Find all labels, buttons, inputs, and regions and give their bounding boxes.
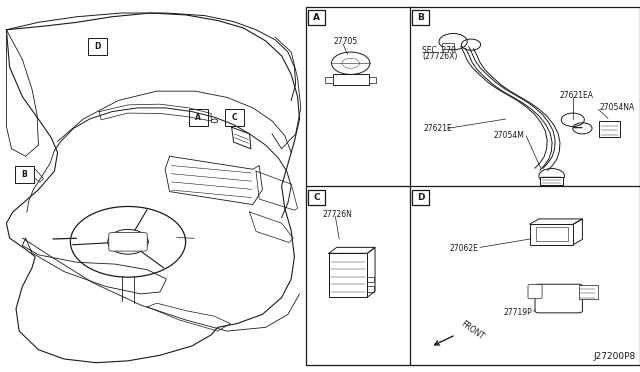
Bar [367, 277, 374, 282]
Text: J27200P8: J27200P8 [593, 352, 636, 361]
Text: A: A [195, 113, 202, 122]
Circle shape [211, 119, 218, 123]
FancyBboxPatch shape [369, 77, 376, 83]
Bar [225, 109, 244, 126]
Text: C: C [232, 113, 237, 122]
Bar [367, 286, 374, 292]
FancyBboxPatch shape [535, 284, 582, 313]
Bar [329, 253, 367, 297]
FancyBboxPatch shape [599, 121, 620, 137]
Text: 27062E: 27062E [450, 244, 479, 253]
Bar [308, 190, 325, 205]
Bar [536, 227, 568, 241]
FancyBboxPatch shape [333, 74, 369, 85]
Text: B: B [417, 13, 424, 22]
FancyBboxPatch shape [540, 177, 563, 185]
Bar [412, 190, 429, 205]
Text: D: D [94, 42, 100, 51]
Bar [189, 109, 208, 126]
FancyBboxPatch shape [442, 43, 454, 49]
Text: A: A [314, 13, 320, 22]
Text: C: C [314, 193, 320, 202]
FancyBboxPatch shape [325, 77, 333, 83]
Bar [15, 166, 34, 183]
Bar [88, 38, 107, 55]
Text: 27054M: 27054M [494, 131, 525, 140]
Text: B: B [22, 170, 27, 179]
Text: 27621E: 27621E [424, 124, 452, 133]
Text: 27726N: 27726N [323, 210, 353, 219]
Bar [306, 7, 640, 365]
Bar [530, 224, 573, 245]
FancyBboxPatch shape [528, 285, 542, 299]
Text: 27621EA: 27621EA [560, 92, 594, 100]
Text: (27726X): (27726X) [422, 52, 458, 61]
Text: 27719P: 27719P [504, 308, 532, 317]
Text: FRONT: FRONT [460, 319, 486, 341]
Text: 27054NA: 27054NA [599, 103, 634, 112]
FancyBboxPatch shape [109, 232, 147, 251]
FancyBboxPatch shape [579, 285, 598, 299]
Text: 27705: 27705 [333, 37, 358, 46]
Text: D: D [417, 193, 424, 202]
Bar [412, 10, 429, 25]
Bar [308, 10, 325, 25]
Text: SEC. 270: SEC. 270 [422, 46, 456, 55]
